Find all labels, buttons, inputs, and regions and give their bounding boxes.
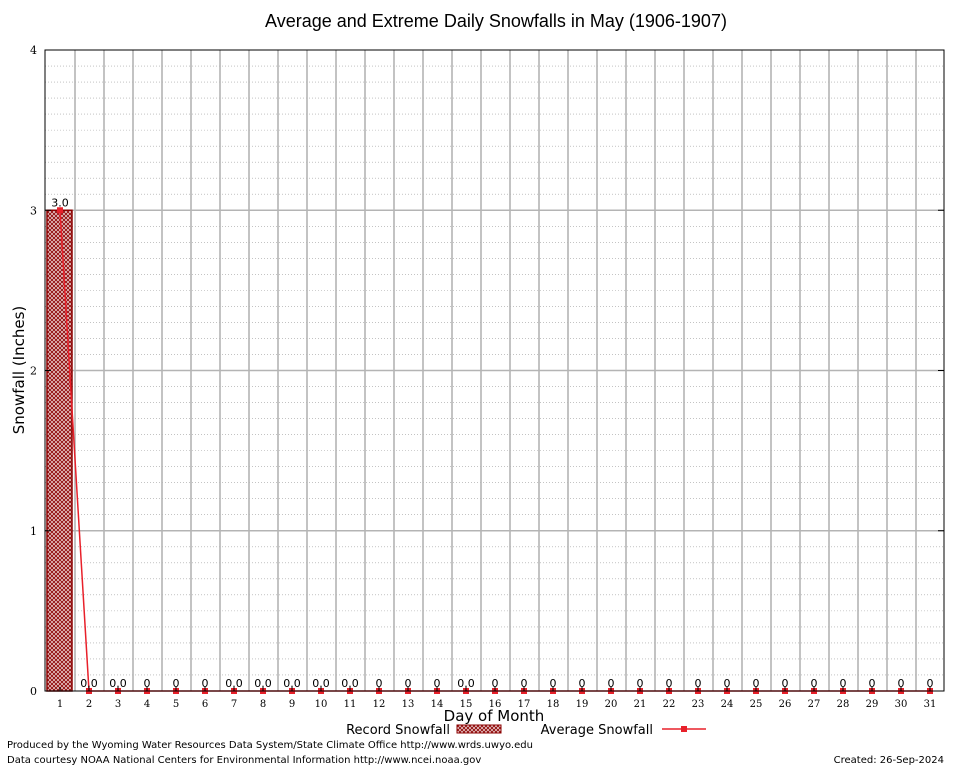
x-tick-label: 10 xyxy=(315,699,328,710)
data-label-day-16: 0 xyxy=(492,677,499,690)
data-label-day-4: 0 xyxy=(144,677,151,690)
x-tick-label: 29 xyxy=(866,699,879,710)
data-label-day-7: 0.0 xyxy=(225,677,243,690)
data-label-day-23: 0 xyxy=(695,677,702,690)
x-tick-label: 16 xyxy=(489,699,502,710)
x-axis-label: Day of Month xyxy=(444,707,545,725)
y-tick-label: 4 xyxy=(30,44,37,57)
y-tick-label: 1 xyxy=(30,525,37,538)
x-tick-label: 12 xyxy=(373,699,386,710)
data-label-day-21: 0 xyxy=(637,677,644,690)
footer-created: Created: 26-Sep-2024 xyxy=(834,755,944,766)
footer-produced-by: Produced by the Wyoming Water Resources … xyxy=(7,740,533,751)
data-label-day-9: 0.0 xyxy=(283,677,301,690)
x-tick-label: 1 xyxy=(57,699,63,710)
y-tick-label: 3 xyxy=(30,204,37,217)
y-axis-label: Snowfall (Inches) xyxy=(10,306,28,434)
legend-record-swatch xyxy=(456,724,502,734)
x-tick-label: 18 xyxy=(547,699,560,710)
data-label-day-11: 0.0 xyxy=(341,677,359,690)
data-label-day-29: 0 xyxy=(869,677,876,690)
data-label-day-24: 0 xyxy=(724,677,731,690)
x-tick-label: 14 xyxy=(431,699,444,710)
data-label-day-28: 0 xyxy=(840,677,847,690)
x-tick-label: 9 xyxy=(289,699,295,710)
data-label-day-26: 0 xyxy=(782,677,789,690)
data-label-day-1: 3.0 xyxy=(51,196,69,209)
data-label-day-2: 0.0 xyxy=(80,677,98,690)
data-label-day-13: 0 xyxy=(405,677,412,690)
chart-title: Average and Extreme Daily Snowfalls in M… xyxy=(265,11,727,31)
y-tick-label: 0 xyxy=(30,685,37,698)
data-label-day-20: 0 xyxy=(608,677,615,690)
data-label-day-27: 0 xyxy=(811,677,818,690)
data-label-day-15: 0.0 xyxy=(457,677,475,690)
data-label-day-19: 0 xyxy=(579,677,586,690)
legend-average-marker xyxy=(681,726,687,732)
x-tick-label: 24 xyxy=(721,699,734,710)
x-tick-label: 27 xyxy=(808,699,821,710)
data-label-day-12: 0 xyxy=(376,677,383,690)
data-label-day-3: 0.0 xyxy=(109,677,127,690)
legend-record-label: Record Snowfall xyxy=(346,723,450,738)
x-tick-label: 28 xyxy=(837,699,850,710)
x-tick-label: 8 xyxy=(260,699,266,710)
data-labels: 3.0 0.0 0.0 0 0 0 0.0 0.0 0.0 0.0 0.0 0 0 0 0.0 0 0 0 0 0 0 0… xyxy=(51,196,933,690)
record-bar-day-1 xyxy=(46,209,73,692)
data-label-day-17: 0 xyxy=(521,677,528,690)
data-label-day-8: 0.0 xyxy=(254,677,272,690)
average-marker-day-1 xyxy=(57,207,63,214)
data-label-day-6: 0 xyxy=(202,677,209,690)
x-tick-label: 3 xyxy=(115,699,121,710)
x-tick-label: 7 xyxy=(231,699,237,710)
x-tick-label: 30 xyxy=(895,699,908,710)
data-label-day-14: 0 xyxy=(434,677,441,690)
data-label-day-31: 0 xyxy=(927,677,934,690)
y-tick-label: 2 xyxy=(30,365,37,378)
x-tick-label: 25 xyxy=(750,699,763,710)
x-tick-label: 31 xyxy=(924,699,937,710)
x-tick-label: 22 xyxy=(663,699,676,710)
x-tick-label: 6 xyxy=(202,699,208,710)
record-bars xyxy=(46,209,73,692)
legend: Record Snowfall Average Snowfall xyxy=(346,723,706,738)
x-tick-label: 17 xyxy=(518,699,531,710)
x-tick-label: 11 xyxy=(344,699,357,710)
data-label-day-25: 0 xyxy=(753,677,760,690)
x-tick-label: 13 xyxy=(402,699,415,710)
x-tick-label: 23 xyxy=(692,699,705,710)
data-label-day-10: 0.0 xyxy=(312,677,330,690)
x-axis-ticks: 1 2 3 4 5 6 7 8 9 10 11 12 13 14 15 16 17 18 19 20 21 22 23 24 2… xyxy=(57,687,937,710)
x-tick-label: 2 xyxy=(86,699,92,710)
grid xyxy=(45,50,944,691)
y-axis-ticks: 0 1 2 3 4 xyxy=(30,44,944,698)
x-tick-label: 4 xyxy=(144,699,150,710)
x-tick-label: 21 xyxy=(634,699,647,710)
x-tick-label: 19 xyxy=(576,699,589,710)
x-tick-label: 20 xyxy=(605,699,618,710)
data-label-day-30: 0 xyxy=(898,677,905,690)
x-tick-label: 26 xyxy=(779,699,792,710)
footer-data-courtesy: Data courtesy NOAA National Centers for … xyxy=(7,755,481,766)
data-label-day-22: 0 xyxy=(666,677,673,690)
legend-average-label: Average Snowfall xyxy=(541,723,653,738)
x-tick-label: 5 xyxy=(173,699,179,710)
x-tick-label: 15 xyxy=(460,699,473,710)
data-label-day-5: 0 xyxy=(173,677,180,690)
data-label-day-18: 0 xyxy=(550,677,557,690)
